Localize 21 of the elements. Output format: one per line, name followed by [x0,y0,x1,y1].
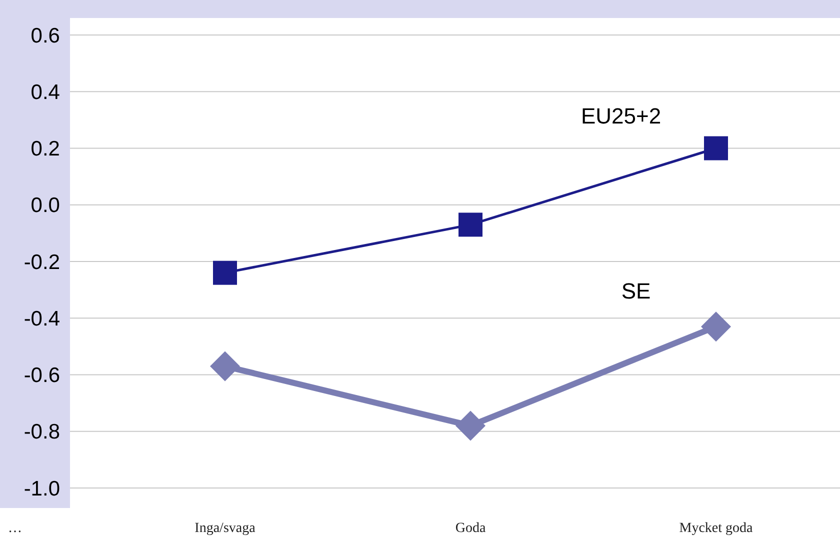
point [704,136,728,160]
y-tick-label: -0.4 [24,307,60,330]
point [210,351,240,382]
y-tick-label: 0.6 [30,24,60,48]
y-tick-label: -1.0 [24,477,60,500]
point [456,410,486,441]
x-tick-label: Goda [455,521,486,536]
y-tick-label: -0.6 [24,364,60,388]
text: SE [621,278,651,304]
point [701,312,731,342]
series-label: EU25+2 [580,103,662,128]
point [458,212,482,237]
x-tick-label: Inga/svaga [194,521,256,536]
y-tick-label: -0.2 [24,250,60,274]
x-tick-label: Mycket goda [679,521,754,536]
y-tick-label: 0.4 [30,80,60,104]
y-tick-label: -0.8 [24,420,60,444]
point [213,260,237,285]
y-tick-label: 0.2 [30,138,60,161]
text: … [8,521,22,536]
y-tick-label: 0.0 [30,194,60,218]
